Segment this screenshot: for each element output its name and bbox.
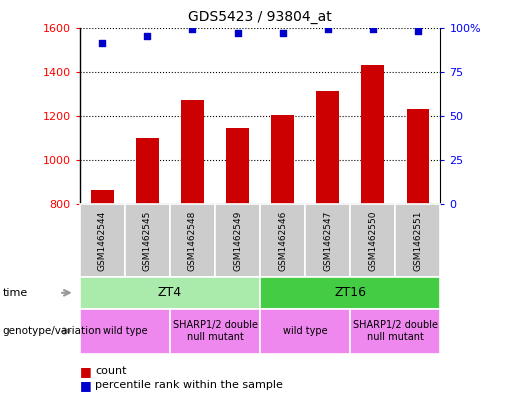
Text: GSM1462545: GSM1462545 [143, 211, 152, 271]
Point [233, 29, 242, 36]
Text: GSM1462548: GSM1462548 [188, 211, 197, 271]
Text: GSM1462546: GSM1462546 [278, 211, 287, 271]
Bar [316, 90, 339, 381]
Text: genotype/variation: genotype/variation [3, 326, 101, 336]
Text: percentile rank within the sample: percentile rank within the sample [95, 380, 283, 390]
Point [414, 28, 422, 34]
Bar [136, 138, 159, 381]
Point [143, 33, 151, 39]
Text: ZT16: ZT16 [334, 286, 366, 299]
Text: wild type: wild type [102, 326, 147, 336]
Point [323, 26, 332, 32]
Text: SHARP1/2 double
null mutant: SHARP1/2 double null mutant [353, 320, 438, 342]
Text: GSM1462549: GSM1462549 [233, 211, 242, 271]
Text: GSM1462551: GSM1462551 [414, 211, 422, 271]
Text: count: count [95, 366, 127, 376]
Bar [271, 115, 294, 381]
Text: GSM1462550: GSM1462550 [368, 211, 377, 271]
Text: GSM1462547: GSM1462547 [323, 211, 332, 271]
Bar [362, 65, 384, 381]
Text: time: time [3, 288, 28, 298]
Title: GDS5423 / 93804_at: GDS5423 / 93804_at [188, 10, 332, 24]
Bar [91, 190, 114, 381]
Bar [406, 109, 429, 381]
Text: ZT4: ZT4 [158, 286, 182, 299]
Bar [181, 101, 204, 381]
Point [188, 26, 197, 32]
Text: wild type: wild type [283, 326, 328, 336]
Bar [226, 128, 249, 381]
Text: ■: ■ [80, 365, 92, 378]
Text: SHARP1/2 double
null mutant: SHARP1/2 double null mutant [173, 320, 258, 342]
Point [369, 26, 377, 32]
Point [279, 29, 287, 36]
Point [98, 40, 107, 47]
Text: GSM1462544: GSM1462544 [98, 211, 107, 271]
Text: ■: ■ [80, 378, 92, 392]
